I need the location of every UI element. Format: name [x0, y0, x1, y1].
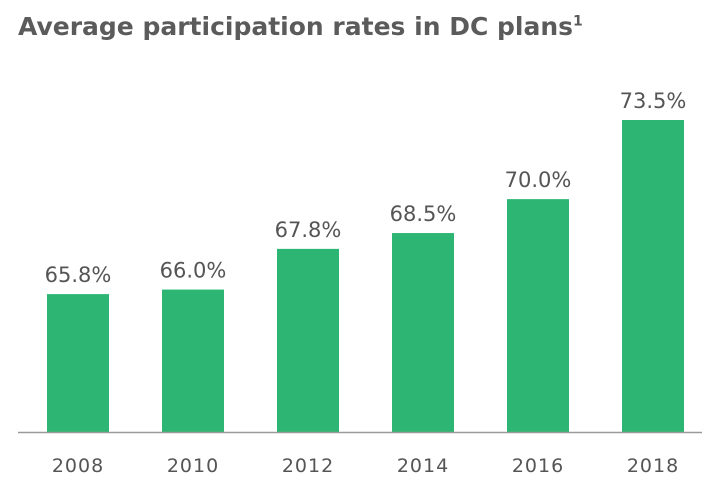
value-label-2018: 73.5% [620, 89, 687, 113]
bar-2018 [622, 120, 684, 432]
bar-2016 [507, 199, 569, 432]
x-tick-label-2008: 2008 [52, 455, 104, 477]
bar-2008 [47, 294, 109, 432]
value-label-2014: 68.5% [390, 202, 457, 226]
title-footnote-marker: 1 [573, 13, 583, 30]
chart-title: Average participation rates in DC plans1 [18, 12, 583, 41]
value-label-2016: 70.0% [505, 168, 572, 192]
x-tick-label-2012: 2012 [282, 455, 334, 477]
value-label-2012: 67.8% [275, 218, 342, 242]
bar-2012 [277, 248, 339, 432]
value-label-2010: 66.0% [160, 259, 227, 283]
x-tick-label-2016: 2016 [512, 455, 564, 477]
x-tick-labels-layer: 2008 2010 2012 2014 2016 2018 [52, 455, 679, 477]
x-tick-label-2010: 2010 [167, 455, 219, 477]
chart-title-text: Average participation rates in DC plans [18, 12, 574, 41]
value-label-2008: 65.8% [45, 263, 112, 287]
value-labels-layer: 65.8% 66.0% 67.8% 68.5% 70.0% 73.5% [45, 89, 687, 287]
bars-layer [47, 120, 684, 432]
bar-2014 [392, 233, 454, 432]
bar-2010 [162, 289, 224, 432]
x-tick-label-2018: 2018 [627, 455, 679, 477]
x-tick-label-2014: 2014 [397, 455, 449, 477]
